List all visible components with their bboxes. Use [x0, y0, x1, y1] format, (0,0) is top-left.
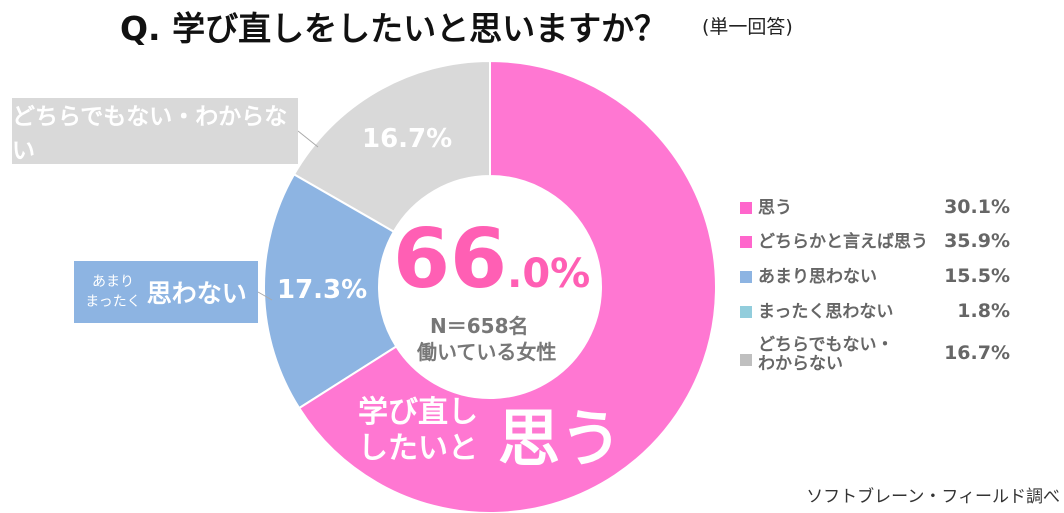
callout-small-2: まったく: [85, 294, 141, 310]
slice-label-disagree: 17.3%: [277, 275, 368, 305]
legend-item: まったく思わない: [740, 302, 893, 322]
legend-label: どちらかと言えば思う: [758, 232, 928, 252]
legend-item: どちらでもない・ わからない: [740, 336, 894, 374]
legend-label: あまり思わない: [758, 267, 877, 287]
blue-leader-line: [257, 291, 273, 301]
legend-value: 30.1%: [944, 196, 1010, 218]
legend-value: 35.9%: [944, 230, 1010, 252]
donut-slice-0: [297, 59, 717, 513]
source-credit: ソフトブレーン・フィールド調べ: [806, 487, 1060, 507]
center-percent-int: 66: [393, 212, 508, 307]
callout-small-1: あまり: [91, 274, 134, 290]
donut-slice-1: [263, 173, 398, 410]
legend-label: 思う: [758, 198, 792, 218]
chart-subtitle: (単一回答): [702, 16, 793, 38]
legend-value: 15.5%: [944, 265, 1010, 287]
legend-swatch: [740, 306, 752, 318]
chart-title: Q. 学び直しをしたいと思いますか？: [120, 9, 668, 48]
legend-item: あまり思わない: [740, 267, 877, 287]
ring-label-line2: したいと: [358, 431, 478, 466]
legend-value: 16.7%: [944, 342, 1010, 364]
ring-label: 学び直し したいと: [358, 395, 478, 467]
grey-leader-line: [297, 130, 319, 148]
legend-swatch: [740, 236, 752, 248]
legend-swatch: [740, 271, 752, 283]
callout-big: 思わない: [146, 279, 247, 308]
ring-label-big: 思う: [498, 402, 623, 475]
callout-disagree: あまりまったく 思わない: [74, 261, 258, 323]
legend-value: 1.8%: [957, 300, 1010, 322]
center-percent-dec: .0%: [507, 251, 591, 297]
slice-label-neutral: 16.7%: [362, 124, 453, 154]
legend-label: どちらでもない・ わからない: [758, 335, 894, 374]
center-percent: 66.0%: [393, 212, 590, 307]
ring-label-line1: 学び直し: [358, 395, 478, 430]
donut-slice-2: [292, 59, 491, 234]
legend-item: どちらかと言えば思う: [740, 232, 928, 252]
legend-swatch: [740, 202, 752, 214]
legend-swatch: [740, 354, 752, 366]
sample-size: N＝658名: [430, 314, 529, 338]
legend-label: まったく思わない: [758, 302, 894, 322]
sample-group: 働いている女性: [417, 340, 557, 364]
callout-neutral: どちらでもない・わからない: [12, 98, 298, 164]
legend-item: 思う: [740, 198, 792, 218]
